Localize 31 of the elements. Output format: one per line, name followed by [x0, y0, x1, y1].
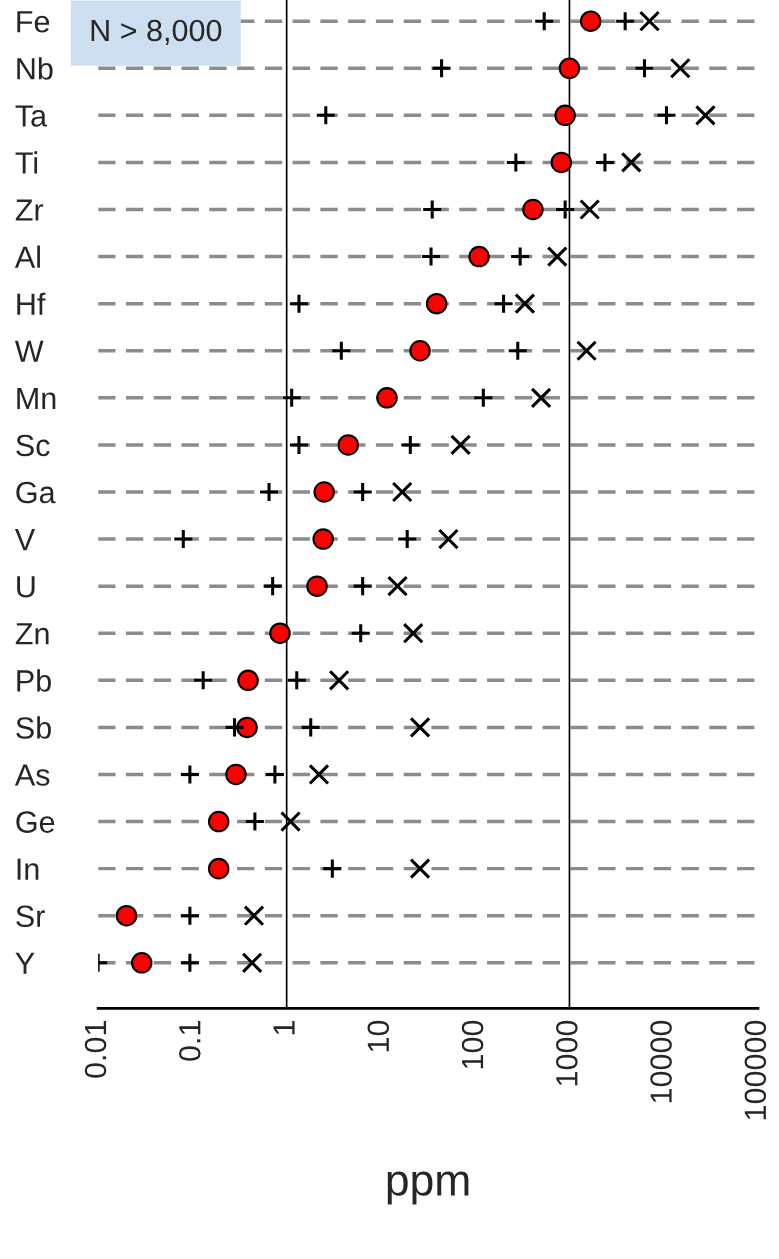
y-tick-label: Sc	[16, 434, 50, 457]
x-tick-label: 0.01	[84, 1021, 107, 1078]
y-tick-label: Fe	[17, 11, 50, 33]
x-tick-label: 10	[367, 1020, 390, 1052]
y-tick-label: Ga	[16, 481, 56, 504]
y-tick-label: W	[14, 340, 44, 362]
y-tick-label: As	[14, 764, 50, 786]
x-tick-label: 1000	[556, 1020, 578, 1086]
y-tick-label: Y	[15, 952, 35, 974]
y-tick-label: Ta	[15, 105, 48, 127]
y-tick-label: In	[17, 858, 39, 880]
y-tick-label: Ge	[16, 811, 55, 833]
y-tick-label: Pb	[17, 669, 51, 692]
y-tick-label: Hf	[17, 292, 46, 315]
y-tick-label: U	[17, 576, 35, 598]
y-tick-label: Nb	[17, 57, 53, 80]
x-axis-title: ppm	[387, 1171, 469, 1205]
annotation: N > 8,000	[91, 19, 222, 45]
y-tick-label: Mn	[17, 387, 56, 409]
y-tick-label: Zn	[15, 623, 49, 645]
y-tick-label: Sb	[16, 716, 51, 739]
x-tick-label: 10000	[650, 1020, 672, 1103]
x-tick-label: 1	[273, 1021, 295, 1035]
x-tick-label: 100000	[744, 1020, 767, 1120]
x-tick-label: 0.1	[178, 1021, 201, 1061]
y-tick-label: Ti	[15, 151, 38, 174]
y-tick-label: Sr	[16, 905, 45, 928]
y-tick-label: Zr	[15, 199, 44, 221]
x-tick-label: 100	[461, 1020, 484, 1069]
y-tick-label: Al	[14, 245, 40, 268]
y-tick-label: V	[14, 529, 36, 551]
